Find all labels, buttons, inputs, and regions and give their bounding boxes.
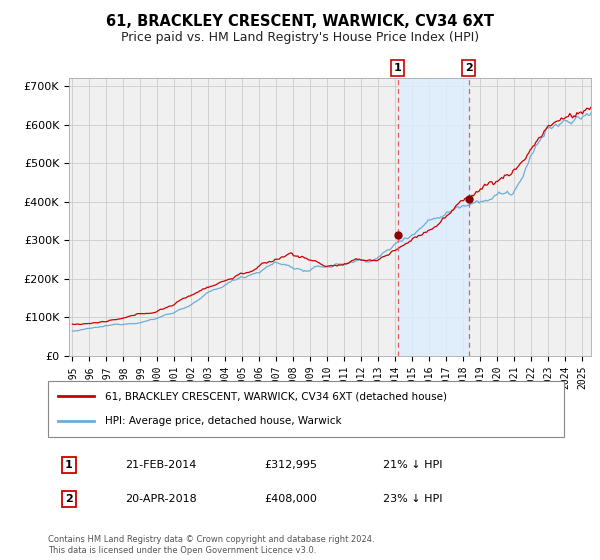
Text: 20-APR-2018: 20-APR-2018 (125, 494, 197, 504)
Text: £312,995: £312,995 (265, 460, 318, 470)
Text: 23% ↓ HPI: 23% ↓ HPI (383, 494, 443, 504)
Text: 2: 2 (65, 494, 73, 504)
Text: 21% ↓ HPI: 21% ↓ HPI (383, 460, 443, 470)
Text: 21-FEB-2014: 21-FEB-2014 (125, 460, 197, 470)
Text: 2: 2 (465, 63, 472, 73)
Text: 61, BRACKLEY CRESCENT, WARWICK, CV34 6XT: 61, BRACKLEY CRESCENT, WARWICK, CV34 6XT (106, 14, 494, 29)
Bar (398, 78, 469, 356)
Text: Price paid vs. HM Land Registry's House Price Index (HPI): Price paid vs. HM Land Registry's House … (121, 31, 479, 44)
Text: £408,000: £408,000 (265, 494, 317, 504)
Text: 1: 1 (65, 460, 73, 470)
FancyBboxPatch shape (48, 381, 564, 437)
Text: 61, BRACKLEY CRESCENT, WARWICK, CV34 6XT (detached house): 61, BRACKLEY CRESCENT, WARWICK, CV34 6XT… (105, 391, 447, 402)
Text: 1: 1 (394, 63, 401, 73)
Text: Contains HM Land Registry data © Crown copyright and database right 2024.: Contains HM Land Registry data © Crown c… (48, 535, 374, 544)
Text: HPI: Average price, detached house, Warwick: HPI: Average price, detached house, Warw… (105, 416, 341, 426)
Text: This data is licensed under the Open Government Licence v3.0.: This data is licensed under the Open Gov… (48, 547, 316, 556)
